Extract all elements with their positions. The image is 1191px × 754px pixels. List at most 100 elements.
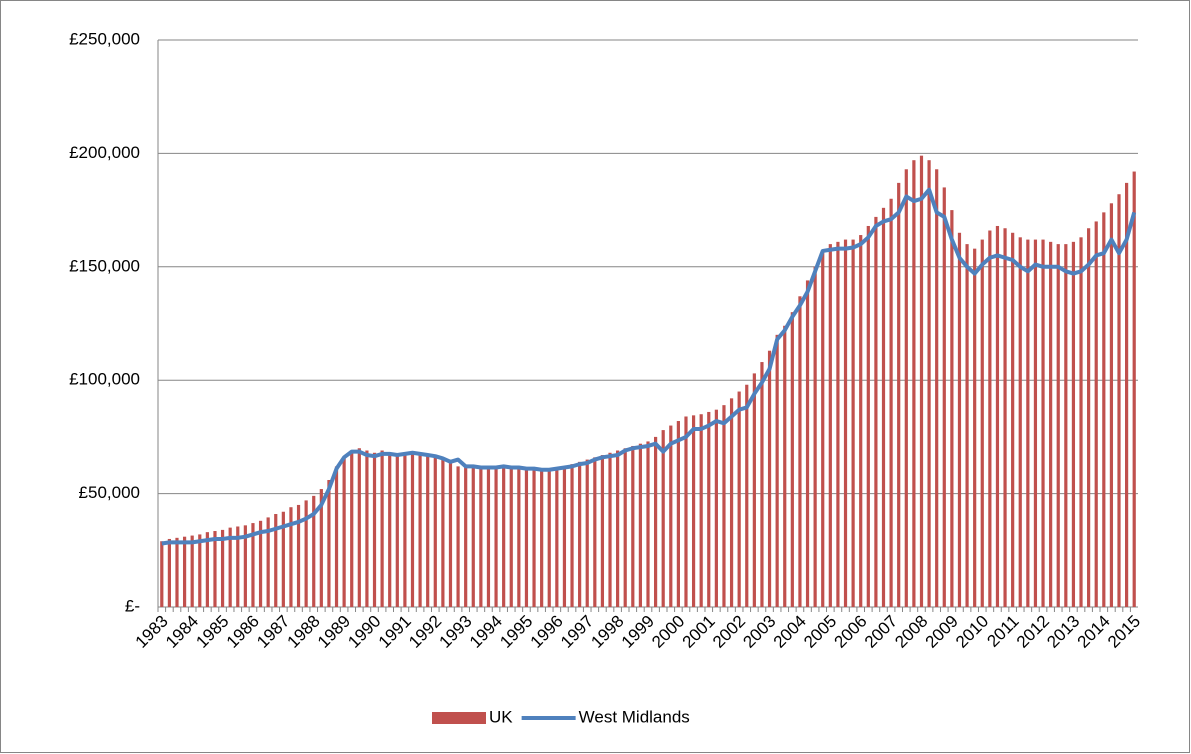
y-tick-label: £100,000 xyxy=(69,370,140,389)
bar xyxy=(851,239,855,608)
bar xyxy=(570,464,574,607)
bar xyxy=(638,443,643,607)
y-tick-label: £150,000 xyxy=(69,256,140,275)
bar xyxy=(395,455,399,607)
bar xyxy=(927,160,931,608)
bar xyxy=(760,362,764,607)
bar xyxy=(1102,212,1106,608)
bar xyxy=(1056,244,1060,607)
bar xyxy=(661,430,665,607)
bar xyxy=(350,450,354,607)
bar xyxy=(578,461,582,607)
bar xyxy=(1132,171,1136,607)
bar xyxy=(380,450,384,607)
line xyxy=(161,187,1137,546)
bar xyxy=(942,187,946,608)
bar xyxy=(653,436,658,607)
bar xyxy=(874,216,878,608)
bar xyxy=(699,414,703,607)
bar xyxy=(479,466,483,607)
bar xyxy=(304,500,308,607)
bar xyxy=(1003,228,1007,607)
bar xyxy=(616,450,620,607)
bar xyxy=(175,537,179,607)
bar xyxy=(562,466,567,607)
bar xyxy=(813,266,817,607)
bar xyxy=(1049,241,1053,608)
y-tick-label: £250,000 xyxy=(69,29,140,48)
bar xyxy=(919,155,924,607)
bar xyxy=(722,405,726,607)
bar xyxy=(1094,221,1098,607)
bar xyxy=(897,182,901,607)
bar xyxy=(950,210,954,607)
bar xyxy=(182,536,187,607)
bar xyxy=(1018,237,1022,608)
bar xyxy=(973,248,977,607)
bar xyxy=(843,239,848,608)
legend-label: UK xyxy=(489,707,513,726)
bar xyxy=(471,466,475,607)
bar xyxy=(532,468,536,607)
bar xyxy=(631,445,635,607)
bar xyxy=(957,232,962,607)
bar xyxy=(935,169,939,607)
bar xyxy=(745,384,749,607)
bar xyxy=(1117,194,1121,607)
bar xyxy=(266,517,270,607)
bar xyxy=(988,230,992,607)
bar xyxy=(881,207,886,607)
bar xyxy=(714,409,718,607)
bar xyxy=(167,538,171,607)
bar xyxy=(418,455,422,607)
bar xyxy=(1033,239,1038,608)
bar xyxy=(509,466,513,607)
y-tick-label: £200,000 xyxy=(69,143,140,162)
bar xyxy=(767,350,772,607)
bar xyxy=(866,225,870,607)
bar xyxy=(327,479,331,607)
bar xyxy=(593,457,597,607)
bar xyxy=(372,452,377,607)
bar xyxy=(441,459,445,607)
bar xyxy=(296,504,301,607)
bar xyxy=(669,425,673,607)
bar xyxy=(289,507,293,607)
bar xyxy=(448,461,453,607)
bar xyxy=(486,466,491,607)
bar xyxy=(684,416,688,607)
bar xyxy=(798,296,802,607)
bar xyxy=(859,235,863,607)
bar xyxy=(426,455,430,607)
bar xyxy=(995,225,1000,607)
bar xyxy=(1041,239,1045,608)
bar xyxy=(213,531,217,607)
bar xyxy=(547,469,551,607)
bar xyxy=(433,457,437,607)
bar xyxy=(274,514,278,607)
bar xyxy=(805,280,810,607)
bar xyxy=(456,466,460,607)
bar xyxy=(1011,232,1015,607)
bar xyxy=(403,452,407,607)
y-tick-label: £50,000 xyxy=(79,483,140,502)
bar xyxy=(965,244,969,607)
bar xyxy=(1064,244,1068,607)
bar xyxy=(190,535,194,607)
bar xyxy=(540,468,544,607)
bar xyxy=(205,532,209,607)
bar xyxy=(1079,237,1083,608)
bar xyxy=(889,198,893,607)
bar xyxy=(828,244,832,607)
bar xyxy=(251,523,255,607)
bar xyxy=(790,312,794,607)
bar xyxy=(1071,241,1076,608)
bar xyxy=(365,450,369,607)
bar xyxy=(646,441,650,607)
bar xyxy=(228,527,232,607)
bar xyxy=(904,169,908,607)
bar xyxy=(410,452,415,607)
bar xyxy=(783,325,787,607)
bar xyxy=(517,467,521,607)
bar xyxy=(236,526,240,607)
